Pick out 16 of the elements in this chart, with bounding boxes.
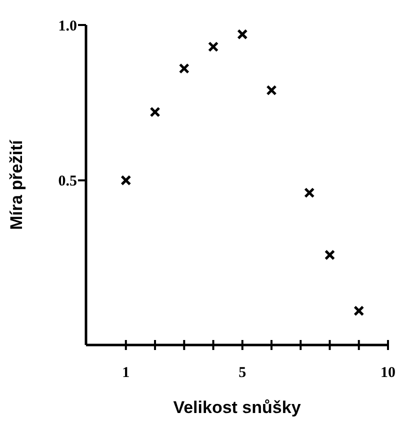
point — [208, 41, 219, 52]
point — [120, 175, 132, 186]
point — [237, 29, 248, 40]
x-tick-label: 10 — [380, 365, 396, 381]
point — [150, 106, 160, 118]
point — [178, 63, 190, 74]
x-tick-label: 1 — [122, 365, 130, 381]
x-axis-title: Velikost snůšky — [173, 398, 302, 417]
y-axis-title: Míra přežití — [7, 138, 26, 230]
point — [304, 187, 315, 198]
point — [266, 84, 277, 96]
y-tick-label: 0.5 — [58, 174, 77, 190]
point — [324, 250, 336, 260]
x-tick-label: 5 — [238, 365, 246, 381]
point — [354, 306, 364, 316]
y-tick-label: 1.0 — [58, 18, 77, 34]
